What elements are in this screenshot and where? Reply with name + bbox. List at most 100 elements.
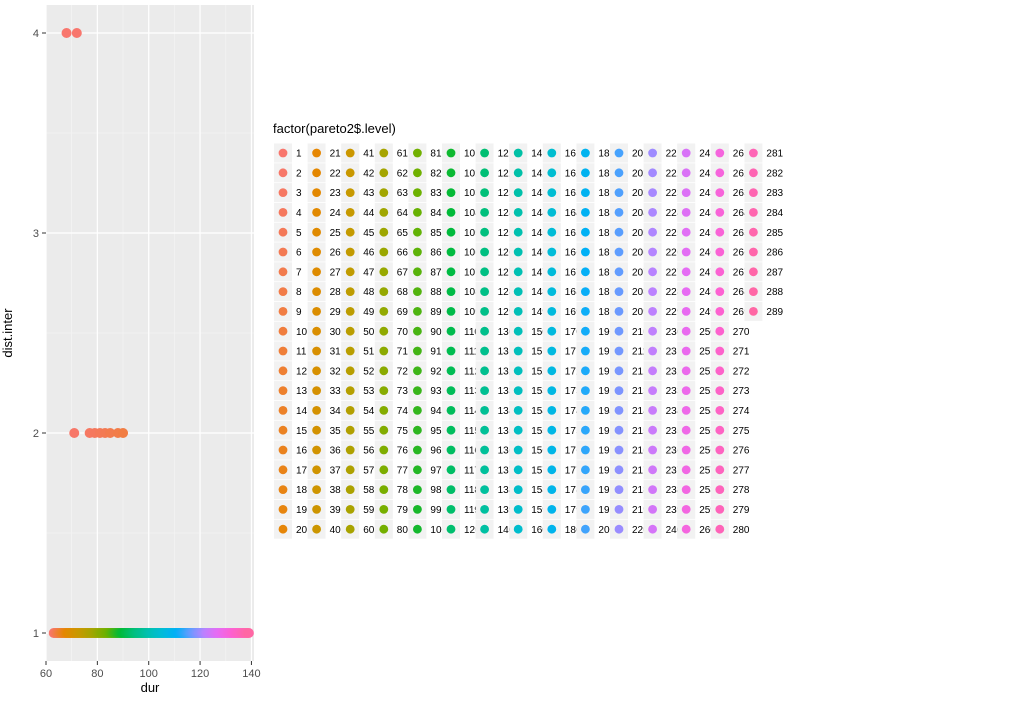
legend-swatch (581, 465, 590, 475)
legend-label: 283 (766, 188, 783, 199)
legend-label: 239 (666, 505, 683, 516)
legend-label: 75 (397, 426, 409, 437)
legend-swatch (547, 227, 557, 237)
legend-swatch (278, 505, 288, 514)
legend-label: 277 (733, 465, 750, 476)
legend-swatch (715, 208, 725, 217)
legend-label: 60 (363, 525, 375, 536)
legend-swatch (345, 307, 355, 316)
y-tick-label: 3 (33, 228, 39, 240)
legend-label: 170 (565, 327, 582, 338)
legend-swatch (648, 267, 657, 277)
legend-swatch (312, 247, 321, 257)
legend-swatch (749, 188, 758, 198)
legend-swatch (446, 524, 456, 534)
data-point (71, 28, 82, 38)
legend-swatch (513, 524, 523, 534)
legend-swatch (446, 366, 456, 376)
legend-label: 48 (363, 287, 375, 298)
legend-label: 184 (598, 208, 615, 219)
legend-swatch (278, 326, 288, 336)
legend-title: factor(pareto2$.level) (273, 121, 396, 136)
legend-swatch (312, 425, 321, 435)
legend-label: 207 (632, 267, 649, 278)
legend-swatch (278, 346, 288, 356)
legend-swatch (614, 505, 624, 514)
legend-label: 33 (330, 386, 342, 397)
legend-label: 167 (565, 267, 582, 278)
legend-swatch (547, 425, 557, 435)
legend-swatch (513, 208, 523, 217)
legend-label: 130 (498, 327, 515, 338)
legend-swatch (345, 445, 355, 455)
legend-swatch (581, 406, 590, 415)
legend-label: 5 (296, 228, 302, 239)
legend-swatch (614, 307, 624, 316)
legend-label: 271 (733, 347, 750, 358)
legend-label: 202 (632, 168, 649, 179)
legend-label: 101 (464, 149, 481, 160)
legend-label: 53 (363, 386, 375, 397)
legend-swatch (513, 445, 523, 455)
legend-swatch (715, 406, 725, 415)
legend-swatch (312, 307, 321, 316)
legend-label: 99 (430, 505, 442, 516)
legend-swatch (312, 188, 321, 198)
legend-swatch (681, 465, 691, 475)
x-tick-label: 100 (140, 668, 158, 680)
legend-label: 32 (330, 366, 342, 377)
legend-label: 110 (464, 327, 480, 338)
legend-label: 68 (397, 287, 409, 298)
legend-label: 104 (464, 208, 481, 219)
legend-label: 288 (766, 287, 783, 298)
legend-label: 216 (632, 446, 649, 457)
legend-swatch (614, 148, 624, 158)
legend-swatch (278, 267, 288, 277)
y-tick-label: 1 (33, 628, 39, 640)
legend-swatch (581, 425, 590, 435)
legend-label: 218 (632, 485, 649, 496)
legend: 1234567891011121314151617181920212223242… (274, 143, 784, 539)
legend-swatch (278, 425, 288, 435)
legend-label: 260 (699, 525, 716, 536)
legend-swatch (480, 465, 489, 475)
legend-swatch (446, 287, 456, 296)
legend-swatch (648, 208, 657, 217)
legend-label: 127 (498, 267, 515, 278)
legend-label: 236 (666, 446, 683, 457)
legend-label: 220 (632, 525, 649, 536)
legend-label: 276 (733, 446, 750, 457)
legend-label: 22 (330, 168, 342, 179)
legend-label: 242 (699, 168, 716, 179)
legend-swatch (547, 386, 557, 395)
legend-label: 275 (733, 426, 750, 437)
legend-label: 58 (363, 485, 375, 496)
legend-swatch (446, 208, 456, 217)
legend-swatch (614, 425, 624, 435)
legend-label: 30 (330, 327, 342, 338)
legend-swatch (581, 188, 590, 198)
legend-label: 222 (666, 168, 683, 179)
legend-swatch (547, 485, 557, 494)
legend-swatch (581, 227, 590, 237)
legend-swatch (480, 168, 489, 178)
legend-swatch (681, 505, 691, 514)
legend-swatch (379, 227, 389, 237)
legend-swatch (648, 524, 657, 534)
legend-label: 2 (296, 168, 302, 179)
legend-swatch (715, 445, 725, 455)
legend-swatch (345, 524, 355, 534)
legend-swatch (446, 465, 456, 475)
legend-swatch (480, 505, 489, 514)
legend-label: 12 (296, 366, 308, 377)
legend-swatch (345, 287, 355, 296)
legend-label: 100 (430, 525, 447, 536)
legend-swatch (715, 425, 725, 435)
legend-label: 225 (666, 228, 683, 239)
legend-label: 78 (397, 485, 409, 496)
legend-label: 229 (666, 307, 683, 318)
legend-swatch (379, 465, 389, 475)
legend-label: 64 (397, 208, 409, 219)
legend-label: 114 (464, 406, 480, 417)
y-axis-label: dist.inter (0, 308, 15, 358)
